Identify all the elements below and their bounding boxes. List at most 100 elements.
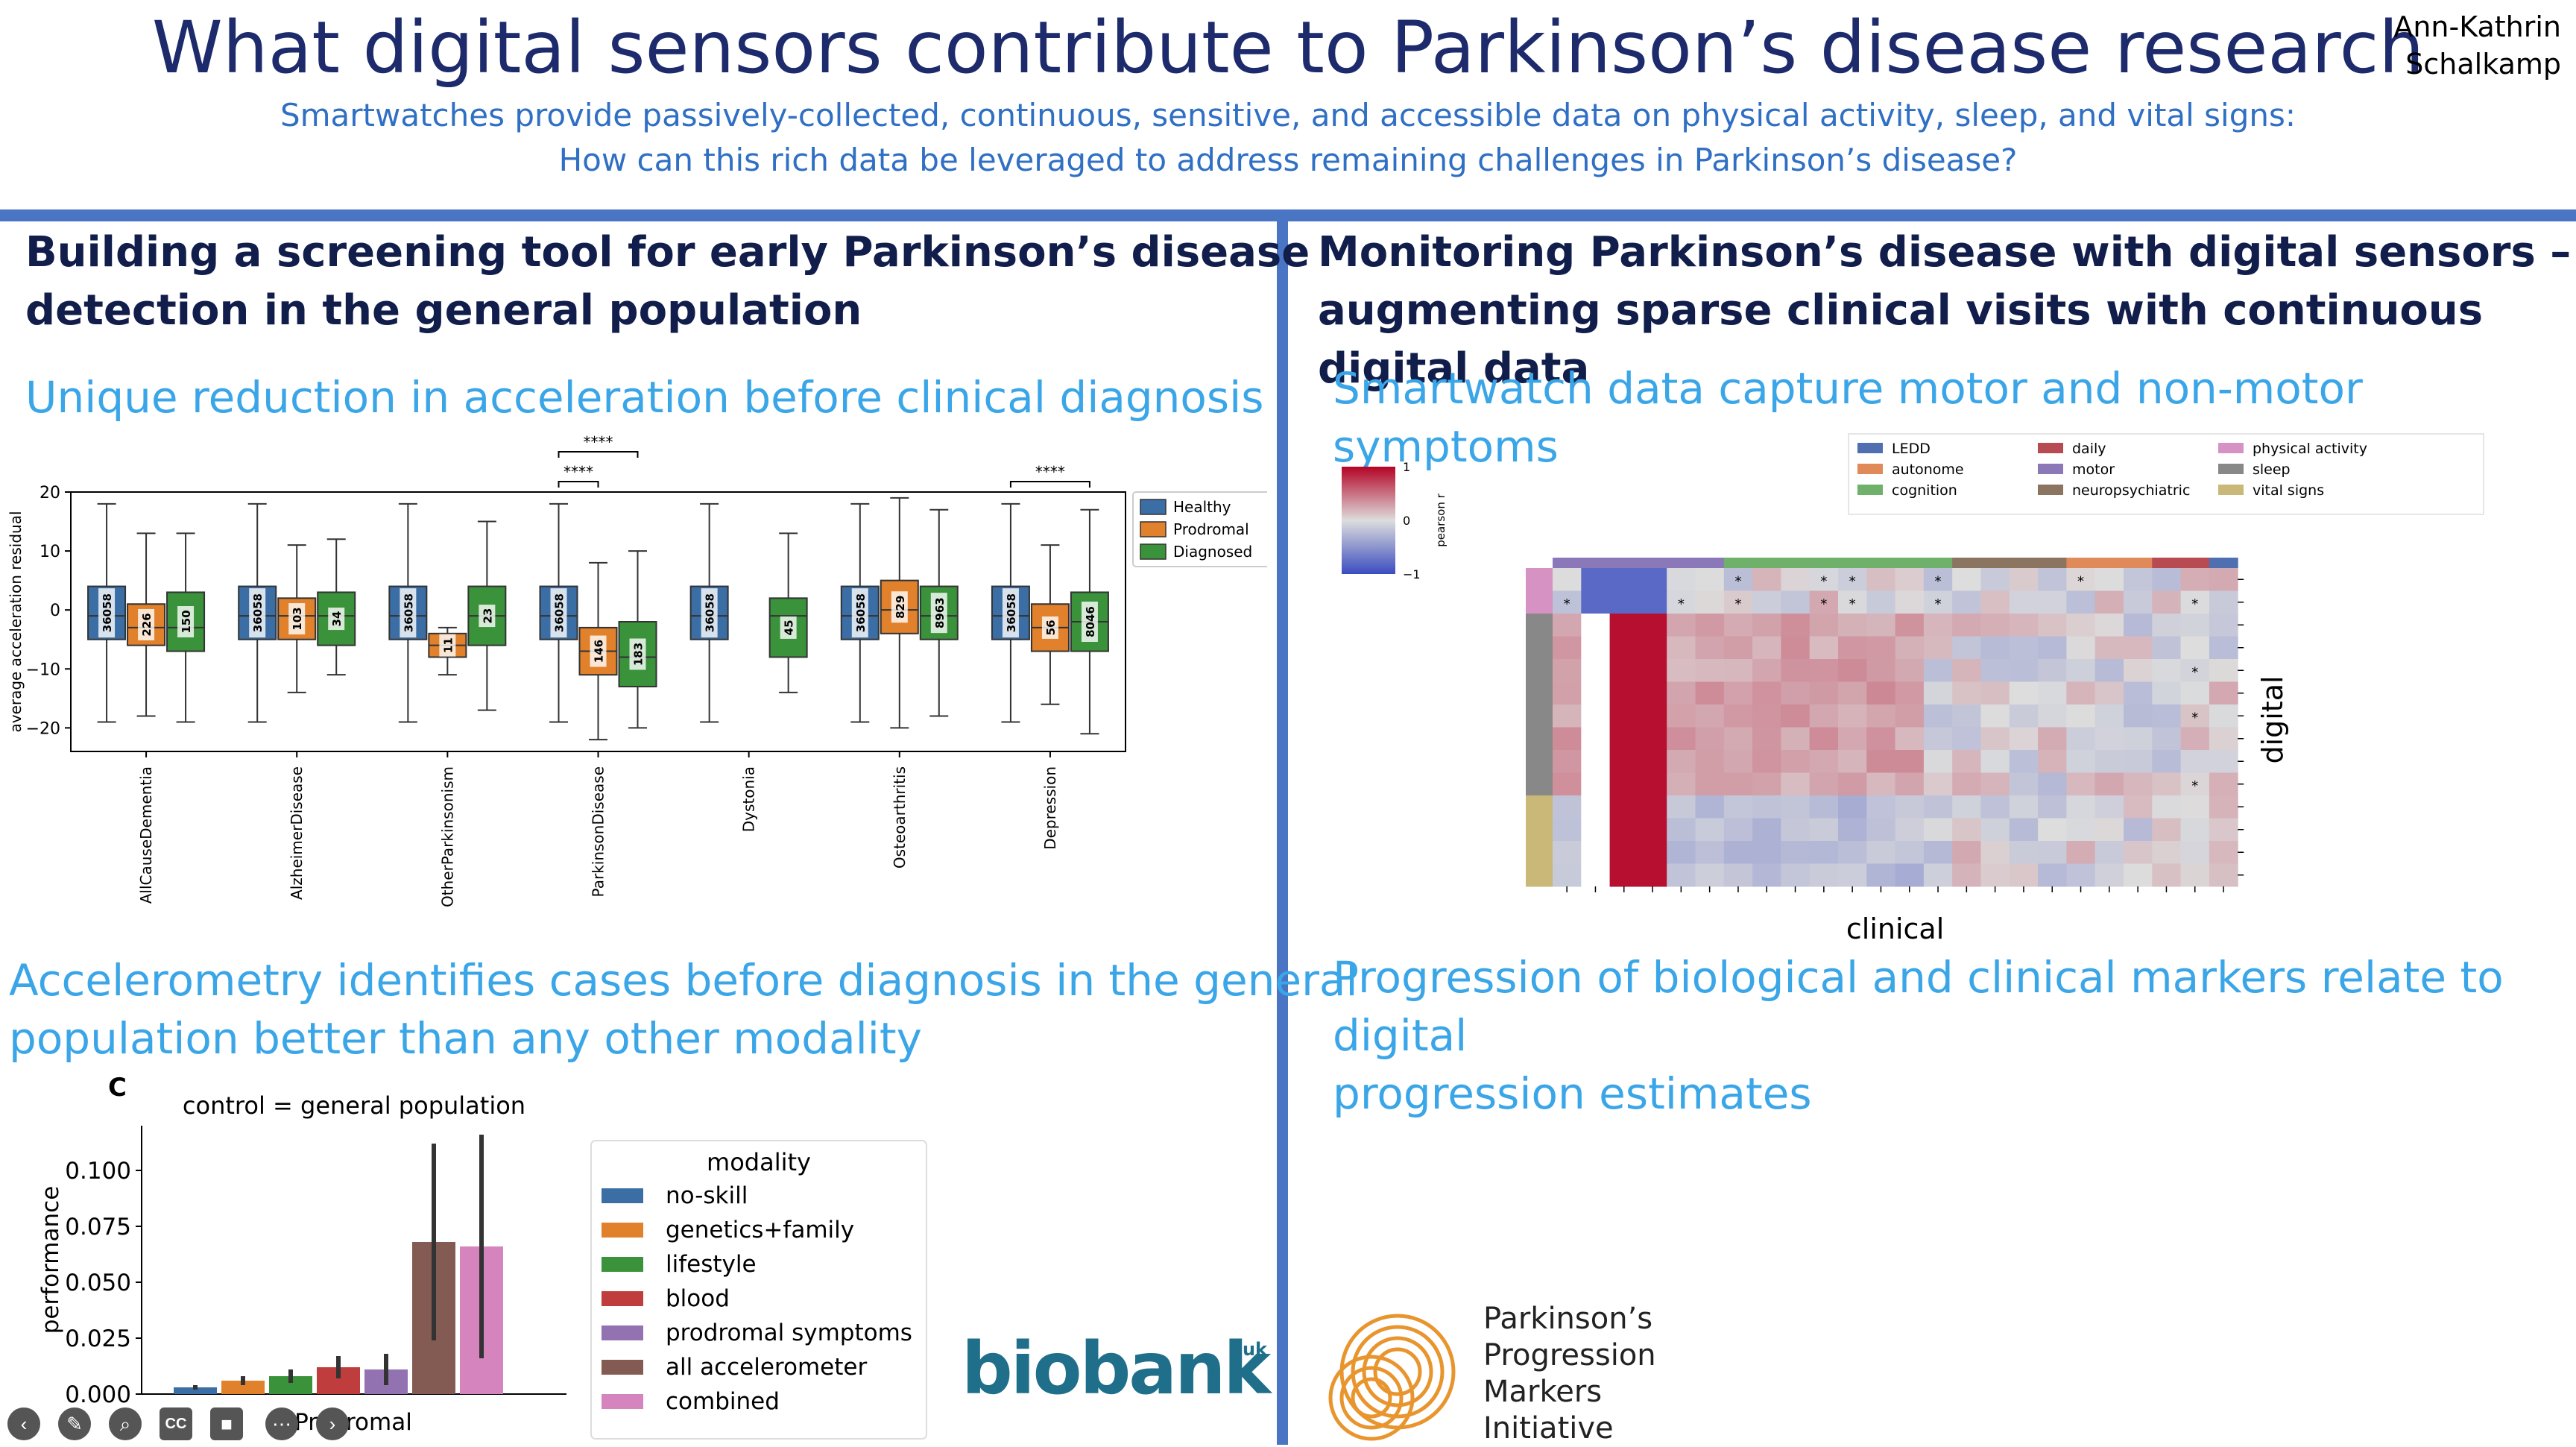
n-label-bg	[851, 588, 868, 638]
heatmap-cell	[1866, 681, 1896, 705]
heatmap-cell	[1723, 727, 1753, 751]
n-label-bg	[138, 608, 155, 640]
heatmap-cell	[1609, 568, 1639, 591]
heatmap-cell	[2038, 727, 2067, 751]
heatmap-cell	[1781, 568, 1811, 591]
camera-icon[interactable]: ■	[210, 1407, 243, 1440]
heatmap-cell	[1952, 590, 1981, 614]
column-group-bar	[1980, 558, 2010, 568]
heatmap-cell	[2038, 590, 2067, 614]
row-group-bar	[1526, 841, 1553, 864]
n-label: 34	[330, 611, 344, 627]
n-label-bg	[439, 634, 456, 657]
search-icon[interactable]: ⌕	[109, 1407, 142, 1440]
heatmap-cell	[1809, 614, 1839, 637]
n-label: 36058	[402, 593, 415, 632]
heatmap-cell	[1667, 795, 1696, 819]
heatmap-cell	[2180, 590, 2210, 614]
significance-marker: *	[1935, 596, 1942, 612]
correlation-heatmap: LEDD autonome cognition daily motor neuropsyc…	[1342, 433, 2484, 945]
heatmap-cell	[1866, 772, 1896, 796]
heatmap-cell	[1952, 772, 1981, 796]
heatmap-cell	[1809, 818, 1839, 842]
heatmap-cell	[1609, 681, 1639, 705]
colorbar	[1342, 467, 1395, 574]
row-group-bar	[1526, 727, 1553, 751]
significance-marker: *	[1734, 596, 1741, 612]
heatmap-cell	[2209, 841, 2238, 864]
column-group-bar	[1752, 558, 1781, 568]
significance-marker: *	[1935, 573, 1942, 589]
ppmi-line-2: Progression	[1483, 1338, 1656, 1372]
x-tick-label: Depression	[1041, 766, 1059, 850]
n-label-bg	[930, 593, 947, 634]
heatmap-cell	[1923, 818, 1953, 842]
subtitle-line-2: How can this rich data be leveraged to a…	[558, 142, 2018, 178]
pen-icon[interactable]: ✎	[58, 1407, 91, 1440]
column-group-bar	[1952, 558, 1981, 568]
cc-icon[interactable]: CC	[160, 1407, 192, 1440]
heatmap-cell	[1695, 659, 1725, 682]
row-group-bar	[1526, 614, 1553, 637]
heatmap-cell	[1952, 818, 1981, 842]
heatmap-cell	[2009, 795, 2039, 819]
forward-icon[interactable]: ›	[316, 1407, 349, 1440]
n-label: 103	[291, 607, 304, 630]
heatmap-cell	[1895, 614, 1925, 637]
heatmap-cell	[2124, 727, 2153, 751]
heatmap-cell	[2180, 727, 2210, 751]
heatmap-cell	[2094, 681, 2124, 705]
heatmap-cell	[1952, 681, 1981, 705]
right-section-title: Monitoring Parkinson’s disease with digi…	[1318, 224, 2576, 398]
n-label: 36058	[101, 593, 114, 632]
heatmap-cell	[2094, 727, 2124, 751]
row-group-bar	[1526, 590, 1553, 614]
heatmap-cell	[1980, 636, 2010, 660]
heatmap-cell	[1866, 636, 1896, 660]
heatmap-cell	[1638, 659, 1667, 682]
colorbar-tick-label: 1	[1403, 460, 1410, 474]
heatmap-cell	[1895, 727, 1925, 751]
heatmap-cell	[2009, 841, 2039, 864]
heatmap-cell	[1638, 681, 1667, 705]
heatmap-cell	[1723, 841, 1753, 864]
heatmap-cell	[1866, 818, 1896, 842]
significance-marker: *	[1734, 573, 1741, 589]
heatmap-cell	[2009, 863, 2039, 887]
heatmap-cell	[1609, 727, 1639, 751]
heatmap-cell	[1866, 750, 1896, 773]
heatmap-cell	[1980, 772, 2010, 796]
heatmap-cell	[1553, 750, 1582, 773]
n-label-bg	[328, 608, 345, 631]
more-icon[interactable]: ⋯	[265, 1407, 298, 1440]
heatmap-cell	[1695, 681, 1725, 705]
heatmap-cell	[1895, 818, 1925, 842]
heatmap-cell	[2124, 636, 2153, 660]
n-label: 36058	[1005, 593, 1018, 632]
n-label-bg	[1081, 602, 1098, 642]
legend-swatch	[1140, 499, 1167, 515]
left-subheading-2-line-2: population better than any other modalit…	[9, 1013, 922, 1064]
heatmap-cell	[1866, 614, 1896, 637]
heatmap-cell	[1923, 614, 1953, 637]
heatmap-cell	[1952, 704, 1981, 728]
n-label: 56	[1044, 620, 1058, 635]
back-icon[interactable]: ‹	[7, 1407, 40, 1440]
column-group-bar	[2009, 558, 2039, 568]
column-group-bar	[2038, 558, 2067, 568]
ppmi-logo-text: Parkinson’s Progression Markers Initiati…	[1483, 1301, 1656, 1447]
heatmap-cell	[1553, 636, 1582, 660]
heatmap-cell	[2209, 750, 2238, 773]
significance-marker: *	[1820, 596, 1827, 612]
n-label: 8963	[933, 597, 947, 628]
y-tick-label: 0.000	[65, 1381, 131, 1408]
heatmap-cell	[1952, 841, 1981, 864]
heatmap-cell	[2209, 727, 2238, 751]
heatmap-cell	[1723, 681, 1753, 705]
heatmap-cell	[1809, 750, 1839, 773]
heatmap-cell	[1923, 772, 1953, 796]
heatmap-cell	[1609, 795, 1639, 819]
significance-marker: *	[1820, 573, 1827, 589]
heatmap-cell	[2124, 614, 2153, 637]
row-group-bar	[1526, 818, 1553, 842]
